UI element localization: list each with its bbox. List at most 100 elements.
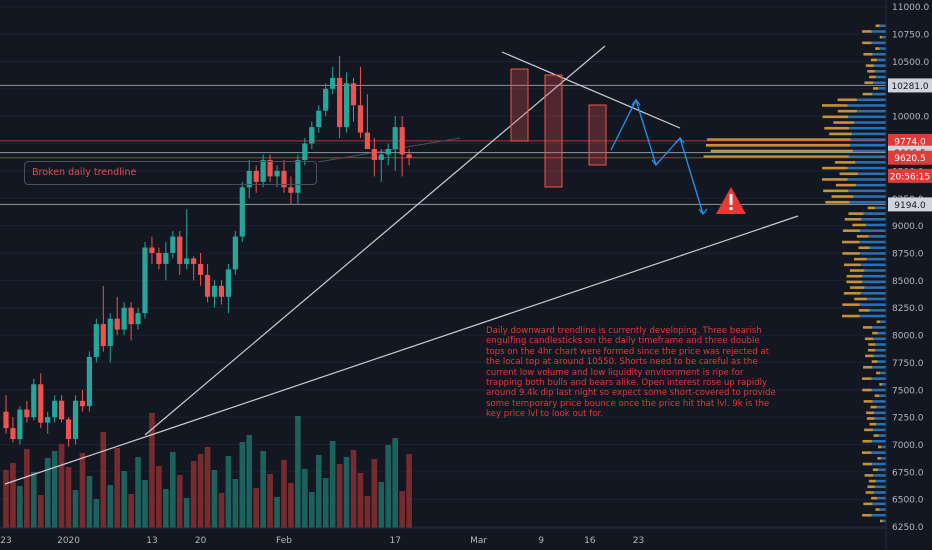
- profile-bar-blue: [851, 132, 886, 136]
- candle-body: [378, 154, 384, 160]
- profile-bar-blue: [880, 320, 886, 324]
- x-tick-label: 17: [389, 536, 400, 546]
- candle-body: [399, 127, 405, 155]
- profile-bar-orange: [862, 30, 872, 33]
- countdown-tag: [888, 168, 932, 183]
- candle-body: [177, 236, 183, 264]
- profile-bar-blue: [860, 229, 886, 232]
- trendline-long-up: [4, 436, 146, 485]
- profile-bar-blue: [860, 291, 886, 295]
- y-tick-label: 10750.0: [892, 31, 929, 41]
- y-tick-label: 11000.0: [892, 3, 929, 13]
- candle-body: [52, 400, 58, 418]
- candle-body: [59, 400, 65, 420]
- candle-body: [45, 417, 51, 423]
- volume-bar: [121, 471, 127, 550]
- profile-bar-blue: [875, 75, 886, 79]
- profile-bar-blue: [876, 422, 886, 426]
- profile-bar-blue: [871, 41, 886, 45]
- candle-body: [281, 170, 287, 188]
- level-tag-label: 9620.5: [894, 154, 926, 164]
- volume-bar: [225, 456, 232, 550]
- profile-bar-orange: [833, 121, 855, 124]
- warning-icon-bar: [729, 194, 733, 205]
- volume-bar: [51, 451, 58, 550]
- profile-bar-blue: [866, 297, 886, 301]
- profile-bar-blue: [879, 24, 886, 28]
- volume-bar: [267, 474, 273, 550]
- profile-bar-orange: [703, 155, 849, 158]
- profile-bar-orange: [863, 502, 873, 506]
- volume-bar: [10, 463, 16, 550]
- profile-bar-blue: [879, 394, 886, 398]
- volume-bar: [364, 496, 371, 550]
- analysis-note: Daily downward trendline is currently de…: [486, 326, 776, 420]
- candle-body: [79, 400, 86, 407]
- volume-bars: [3, 413, 412, 550]
- profile-bar-orange: [854, 297, 867, 301]
- profile-bar-orange: [822, 178, 848, 181]
- volume-bar: [343, 457, 350, 550]
- y-tick-label: 7750.0: [892, 359, 924, 369]
- candle-body: [65, 419, 72, 440]
- candle-body: [260, 159, 266, 182]
- volume-bar: [218, 493, 225, 550]
- candle-body: [3, 411, 9, 429]
- volume-bar: [190, 461, 197, 550]
- candle-body: [24, 409, 30, 418]
- profile-bar-blue: [881, 445, 886, 449]
- profile-bar-orange: [824, 126, 849, 130]
- profile-bar-orange: [707, 138, 851, 141]
- volume-bar: [142, 480, 148, 550]
- profile-bar-orange: [837, 98, 857, 102]
- volume-bar: [281, 460, 287, 550]
- candle-body: [93, 324, 99, 357]
- profile-bar-orange: [842, 303, 860, 306]
- candle-body: [114, 318, 120, 330]
- volume-bar: [204, 447, 211, 550]
- highlight-zones: [510, 68, 607, 188]
- profile-bar-blue: [872, 502, 886, 506]
- profile-bar-orange: [862, 388, 872, 392]
- profile-bar-orange: [875, 47, 880, 50]
- volume-bar: [309, 492, 315, 550]
- y-tick-label: 8250.0: [892, 304, 924, 314]
- volume-bar: [322, 478, 329, 550]
- profile-bar-blue: [875, 479, 886, 483]
- candle-body: [364, 132, 370, 150]
- grid: [0, 6, 886, 528]
- profile-bar-orange: [868, 343, 876, 346]
- profile-bar-orange: [865, 64, 874, 67]
- volume-bar: [211, 470, 218, 550]
- volume-bar: [239, 442, 246, 550]
- profile-bar-blue: [862, 274, 886, 278]
- warning-icon-dot: [729, 207, 733, 210]
- profile-bar-orange: [856, 235, 869, 238]
- profile-bar-orange: [858, 246, 870, 250]
- profile-bar-orange: [864, 474, 874, 477]
- y-tick-label: 8750.0: [892, 249, 924, 259]
- profile-bar-blue: [862, 280, 886, 284]
- profile-bar-blue: [850, 138, 886, 141]
- volume-bar: [336, 464, 343, 550]
- profile-bar-orange: [829, 132, 852, 136]
- profile-bar-orange: [864, 337, 874, 341]
- profile-bar-orange: [863, 400, 873, 403]
- volume-bar: [260, 451, 266, 550]
- profile-bar-blue: [872, 52, 886, 56]
- profile-bar-blue: [852, 149, 886, 153]
- candle-body: [31, 384, 37, 418]
- candles: [3, 55, 412, 447]
- profile-bar-blue: [871, 30, 886, 33]
- candle-body: [156, 252, 162, 264]
- profile-bar-orange: [873, 434, 879, 437]
- volume-bar: [350, 450, 357, 550]
- profile-bar-orange: [822, 115, 848, 119]
- y-tick-label: 6500.0: [892, 496, 924, 506]
- engulfing-zone: [588, 104, 607, 166]
- profile-bar-blue: [878, 434, 886, 437]
- profile-bar-orange: [870, 405, 877, 409]
- candle-body: [10, 428, 16, 440]
- profile-bar-blue: [872, 326, 886, 329]
